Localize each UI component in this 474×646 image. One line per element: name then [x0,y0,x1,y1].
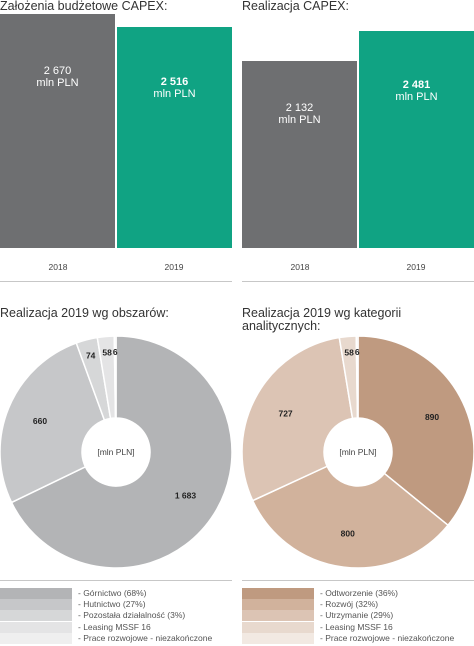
slice-value-label: 660 [33,416,47,426]
donut-hole [82,418,150,486]
legend-label: - Leasing MSSF 16 [78,621,151,632]
legend-label: - Pozostała działalność (3%) [78,610,186,621]
donut-center-label: [mln PLN] [339,447,376,457]
legend-label: - Górnictwo (68%) [78,588,147,598]
slice-value-label: 890 [425,412,439,422]
slice-value-label: 6 [355,347,360,357]
bar-2019: 2 481 mln PLN [359,31,474,248]
slice-value-label: 1 683 [175,491,197,501]
slice-value-label: 800 [341,528,355,538]
legend-swatch [242,632,314,644]
slice-value-label: 6 [113,347,118,357]
bar-value-label: 2 481 mln PLN [395,79,438,103]
bar-value-label: 2 132 mln PLN [278,102,321,126]
legend-label: - Prace rozwojowe - niezakończone [320,632,455,643]
legend-swatch [242,621,314,633]
legend-item: - Prace rozwojowe - niezakończone [0,632,232,644]
slice-value-label: 727 [278,409,292,419]
divider [242,281,474,282]
legend-swatch [0,610,72,622]
legend-item: - Pozostała działalność (3%) [0,610,232,622]
legend-swatch [0,588,72,599]
legend-areas: - Górnictwo (68%) - Hutnictwo (27%) - Pozo… [0,588,232,644]
legend-item: - Utrzymanie (29%) [242,610,474,622]
donut-center-label: [mln PLN] [97,447,134,457]
bar-chart-title-budget: Założenia budżetowe CAPEX: [0,0,168,13]
donut-hole [324,418,392,486]
legend-label: - Odtworzenie (36%) [320,588,398,598]
bar-chart-title-realization: Realizacja CAPEX: [242,0,349,13]
legend-item: - Leasing MSSF 16 [242,621,474,633]
donut-title-areas: Realizacja 2019 wg obszarów: [0,306,169,320]
slice-value-label: 58 [344,347,354,357]
legend-label: - Rozwój (32%) [320,599,379,610]
donut-chart-categories: 890 800 727 58 6 [mln PLN] [242,336,474,568]
donut-chart-areas: 1 683 660 74 58 6 [mln PLN] [0,336,232,568]
divider [0,281,232,282]
x-tick-2018: 2018 [290,262,310,272]
legend-item: - Odtworzenie (36%) [242,588,474,599]
divider [0,580,232,581]
legend-swatch [0,632,72,644]
x-tick-2019: 2019 [406,262,426,272]
donut-title-categories: Realizacja 2019 wg kategorii analityczny… [242,306,402,333]
legend-swatch [242,610,314,622]
legend-label: - Prace rozwojowe - niezakończone [78,632,213,643]
legend-swatch [242,588,314,599]
legend-label: - Leasing MSSF 16 [320,621,393,632]
bar-2018: 2 670 mln PLN [0,14,115,248]
divider [242,580,474,581]
legend-item: - Hutnictwo (27%) [0,599,232,611]
x-tick-2019: 2019 [164,262,184,272]
bar-chart-realization: 2 132 mln PLN 2 481 mln PLN [242,14,474,248]
legend-item: - Prace rozwojowe - niezakończone [242,632,474,644]
legend-swatch [0,621,72,633]
bar-2018: 2 132 mln PLN [242,61,357,248]
legend-swatch [242,599,314,611]
bar-2019: 2 516 mln PLN [117,27,232,248]
donut-slice-1 [251,465,450,568]
slice-value-label: 74 [86,350,96,360]
slice-value-label: 58 [102,347,112,357]
legend-item: - Leasing MSSF 16 [0,621,232,633]
bar-value-label: 2 670 mln PLN [36,65,79,89]
legend-swatch [0,599,72,611]
bar-chart-budget: 2 670 mln PLN 2 516 mln PLN [0,14,232,248]
legend-item: - Rozwój (32%) [242,599,474,611]
legend-item: - Górnictwo (68%) [0,588,232,599]
legend-label: - Utrzymanie (29%) [320,610,394,621]
bar-value-label: 2 516 mln PLN [153,76,196,100]
x-tick-2018: 2018 [48,262,68,272]
legend-label: - Hutnictwo (27%) [78,599,146,610]
legend-categories: - Odtworzenie (36%) - Rozwój (32%) - Utrzy… [242,588,474,644]
